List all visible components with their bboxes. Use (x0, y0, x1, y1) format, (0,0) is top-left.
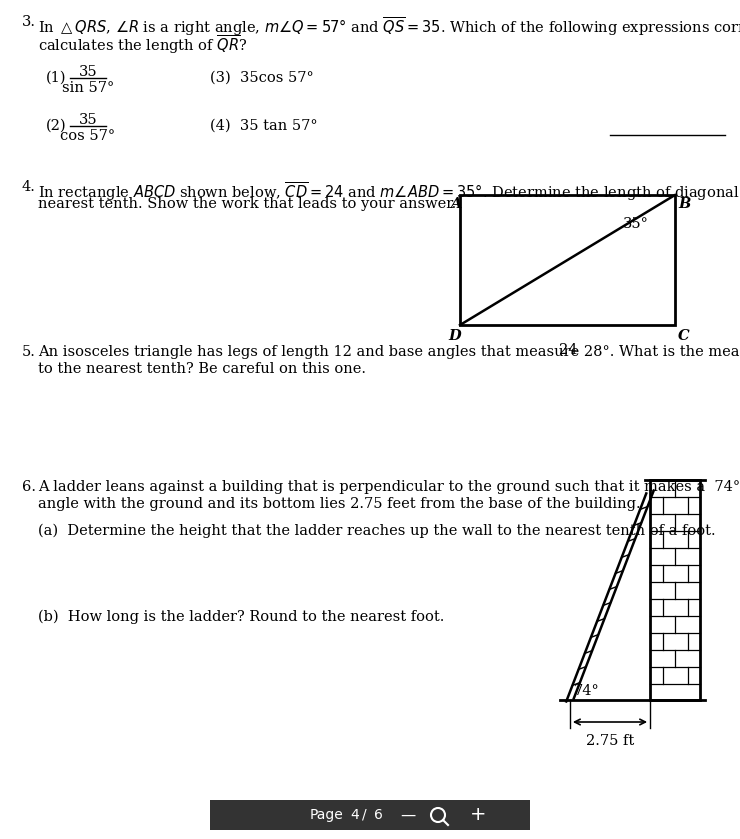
Text: 5.: 5. (22, 345, 36, 359)
Text: 35°: 35° (623, 217, 649, 231)
Text: An isosceles triangle has legs of length 12 and base angles that measure 28°. Wh: An isosceles triangle has legs of length… (38, 345, 740, 359)
Text: C: C (678, 329, 690, 343)
Text: 35: 35 (78, 65, 98, 79)
Text: 4: 4 (350, 808, 359, 822)
Bar (210, 800, 530, 830)
Text: In $\triangle QRS$, $\angle R$ is a right angle, $m\angle Q = 57°$ and $\overlin: In $\triangle QRS$, $\angle R$ is a righ… (38, 15, 740, 38)
Text: 74°: 74° (574, 684, 599, 698)
Text: 2.75 ft: 2.75 ft (586, 734, 634, 748)
Text: to the nearest tenth? Be careful on this one.: to the nearest tenth? Be careful on this… (38, 362, 366, 376)
Text: 3.: 3. (22, 15, 36, 29)
Text: B: B (678, 197, 690, 211)
Text: angle with the ground and its bottom lies 2.75 feet from the base of the buildin: angle with the ground and its bottom lie… (38, 497, 641, 511)
Text: A ladder leans against a building that is perpendicular to the ground such that : A ladder leans against a building that i… (38, 480, 740, 494)
Text: (3)  35cos 57°: (3) 35cos 57° (210, 71, 314, 85)
Text: (a)  Determine the height that the ladder reaches up the wall to the nearest ten: (a) Determine the height that the ladder… (38, 524, 716, 539)
Text: 24: 24 (559, 343, 577, 357)
Text: (4)  35 tan 57°: (4) 35 tan 57° (210, 119, 317, 133)
Text: 4.: 4. (22, 180, 36, 194)
Text: (2): (2) (46, 119, 67, 133)
Text: 6.: 6. (22, 480, 36, 494)
Bar (460, 195, 675, 325)
Bar (650, 480, 700, 700)
Text: cos 57°: cos 57° (61, 129, 115, 143)
Text: —: — (400, 807, 415, 822)
Text: nearest tenth. Show the work that leads to your answer.: nearest tenth. Show the work that leads … (38, 197, 457, 211)
Text: +: + (470, 805, 486, 825)
Text: 6: 6 (374, 808, 383, 822)
Text: (1): (1) (46, 71, 67, 85)
Text: sin 57°: sin 57° (62, 81, 114, 95)
Text: /: / (362, 808, 366, 822)
Text: 35: 35 (78, 113, 98, 127)
Text: (b)  How long is the ladder? Round to the nearest foot.: (b) How long is the ladder? Round to the… (38, 610, 445, 624)
Text: calculates the length of $\overline{QR}$?: calculates the length of $\overline{QR}$… (38, 33, 247, 55)
Text: D: D (448, 329, 460, 343)
Text: In rectangle $ABCD$ shown below, $\overline{CD} = 24$ and $m\angle ABD = 35°$. D: In rectangle $ABCD$ shown below, $\overl… (38, 180, 740, 202)
Text: Page: Page (310, 808, 344, 822)
Text: A: A (450, 197, 461, 211)
